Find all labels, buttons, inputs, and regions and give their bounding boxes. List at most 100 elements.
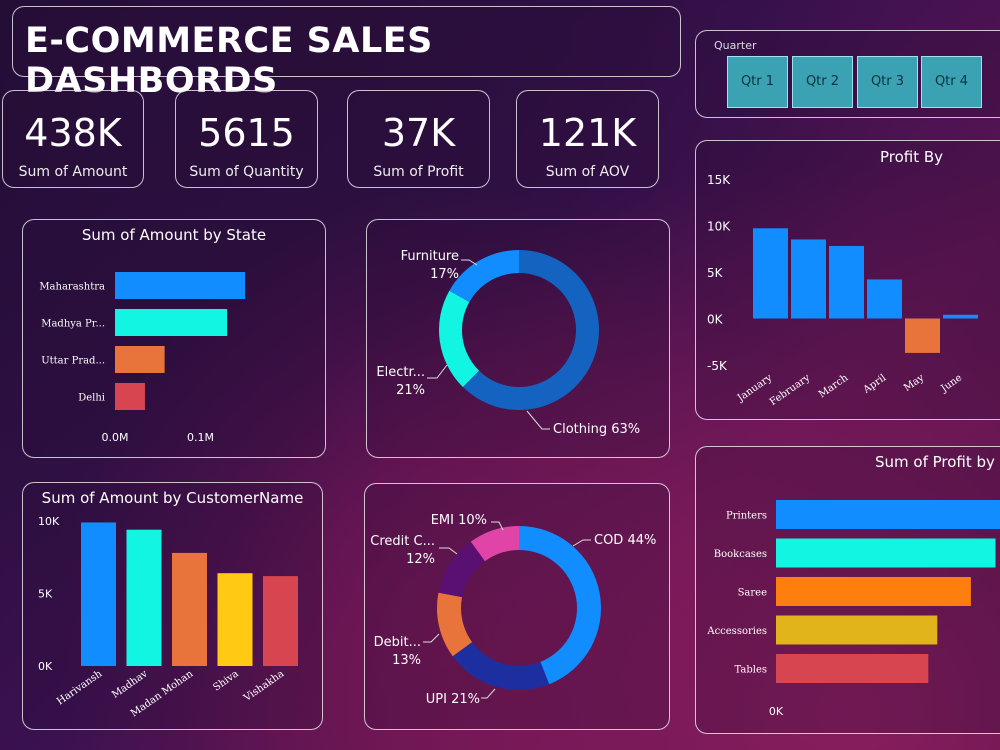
bar: [115, 272, 245, 299]
profit-month-panel: Profit By 15K 10K 5K 0K -5K January February Ma…: [695, 140, 1000, 420]
y-tick-label: 10K: [38, 515, 60, 528]
x-tick-label: Shiva: [211, 668, 240, 693]
y-tick-label: 5K: [707, 266, 724, 280]
bar: [217, 573, 253, 666]
slice-label: 21%: [396, 383, 425, 398]
bar: [115, 309, 228, 336]
leader-line: [572, 539, 591, 547]
slice-label: EMI 10%: [431, 513, 487, 528]
bar: [776, 577, 971, 606]
x-tick-label: Harivansh: [55, 668, 105, 707]
chart-title: Profit By: [880, 148, 944, 166]
customer-chart-panel: Sum of Amount by CustomerName 10K 5K 0K Har…: [22, 482, 323, 730]
leader-line: [491, 521, 504, 531]
kpi-label: Sum of AOV: [545, 164, 630, 180]
y-tick-label: Uttar Prad...: [41, 356, 105, 367]
profit-subcat-bar-chart: Printers Bookcases Saree Accessories Tables 0…: [706, 500, 1000, 718]
category-donut-chart: Clothing 63% Electr... 21% Furniture 17%: [376, 249, 640, 437]
quarter-button-q1[interactable]: Qtr 1: [727, 56, 788, 108]
y-tick-label: 0K: [38, 660, 53, 673]
y-tick-label: 15K: [707, 173, 731, 187]
slice-label: Electr...: [376, 365, 425, 380]
chart-title: Sum of Profit by: [875, 453, 995, 471]
category-donut-panel: Clothing 63% Electr... 21% Furniture 17%: [366, 219, 670, 458]
leader-line: [526, 410, 550, 430]
leader-line: [423, 633, 440, 643]
bar: [776, 615, 938, 645]
quarter-button-q3[interactable]: Qtr 3: [857, 56, 918, 108]
y-tick-label: Madhya Pr...: [41, 319, 105, 330]
donut-slice: [449, 250, 519, 303]
state-chart-panel: Sum of Amount by State Maharashtra Madhya…: [22, 219, 326, 458]
x-tick-label: 0.0M: [102, 431, 129, 444]
bar: [81, 522, 116, 666]
slice-label: Clothing 63%: [553, 422, 640, 437]
bar: [776, 538, 996, 568]
donut-slice: [438, 541, 485, 598]
quarter-button-q4[interactable]: Qtr 4: [921, 56, 982, 108]
y-tick-label: Maharashtra: [39, 282, 105, 293]
bar: [115, 383, 145, 410]
donut-slice: [437, 592, 473, 657]
y-tick-label: 0K: [707, 313, 724, 327]
title-panel: E-COMMERCE SALES DASHBORDS: [12, 6, 681, 101]
leader-line: [481, 688, 496, 699]
x-tick-label: Madhav: [110, 668, 150, 701]
slice-label: Debit...: [374, 635, 421, 650]
payment-donut-chart: COD 44% UPI 21% Debit... 13% Credit C... 12% E…: [370, 513, 656, 707]
profit-subcat-panel: Sum of Profit by Printers Bookcases Saree A…: [695, 446, 1000, 734]
x-tick-label: March: [817, 372, 851, 400]
y-tick-label: Saree: [738, 588, 768, 599]
kpi-label: Sum of Profit: [373, 164, 464, 180]
kpi-label: Sum of Quantity: [189, 164, 304, 180]
bar: [753, 228, 788, 319]
kpi-value: 438K: [24, 111, 122, 155]
y-tick-label: Printers: [726, 511, 767, 522]
kpi-value: 37K: [381, 111, 456, 155]
y-tick-label: -5K: [707, 359, 728, 373]
donut-slice: [439, 290, 480, 388]
donut-slice: [462, 250, 599, 410]
bar: [943, 314, 978, 319]
y-tick-label: Accessories: [706, 626, 767, 637]
x-tick-label: 0.1M: [187, 431, 214, 444]
x-tick-label: May: [902, 372, 926, 394]
quarter-button-q2[interactable]: Qtr 2: [792, 56, 853, 108]
kpi-card-amount: 438K Sum of Amount: [2, 90, 144, 188]
y-tick-label: 5K: [38, 588, 53, 601]
x-tick-label: 0K: [769, 705, 784, 718]
bar: [115, 346, 165, 373]
state-bar-chart: Maharashtra Madhya Pr... Uttar Prad... Delh…: [39, 272, 245, 444]
slicer-header: Quarter: [714, 39, 757, 52]
y-tick-label: Tables: [734, 665, 767, 676]
slice-label: Credit C...: [370, 534, 435, 549]
bar: [263, 576, 298, 666]
bar: [126, 529, 162, 666]
slice-label: Furniture: [401, 249, 459, 264]
kpi-label: Sum of Amount: [18, 164, 128, 180]
slice-label: 12%: [406, 552, 435, 567]
bar: [776, 654, 929, 683]
kpi-card-aov: 121K Sum of AOV: [516, 90, 659, 188]
x-tick-label: June: [938, 372, 964, 395]
bar: [172, 552, 207, 666]
x-tick-label: April: [861, 372, 888, 396]
x-tick-label: February: [768, 372, 813, 408]
leader-line: [461, 259, 478, 266]
donut-slice: [470, 526, 519, 562]
kpi-card-profit: 37K Sum of Profit: [347, 90, 490, 188]
kpi-card-quantity: 5615 Sum of Quantity: [175, 90, 318, 188]
donut-slice: [452, 642, 550, 690]
page-title: E-COMMERCE SALES DASHBORDS: [25, 21, 433, 101]
kpi-value: 5615: [198, 111, 295, 155]
slice-label: 13%: [392, 653, 421, 668]
y-tick-label: 10K: [707, 220, 731, 234]
chart-title: Sum of Amount by State: [81, 226, 267, 244]
slice-label: 17%: [430, 267, 459, 282]
slice-label: COD 44%: [594, 533, 656, 548]
bar: [776, 500, 1000, 529]
donut-slice: [519, 526, 601, 685]
bar: [867, 279, 902, 319]
